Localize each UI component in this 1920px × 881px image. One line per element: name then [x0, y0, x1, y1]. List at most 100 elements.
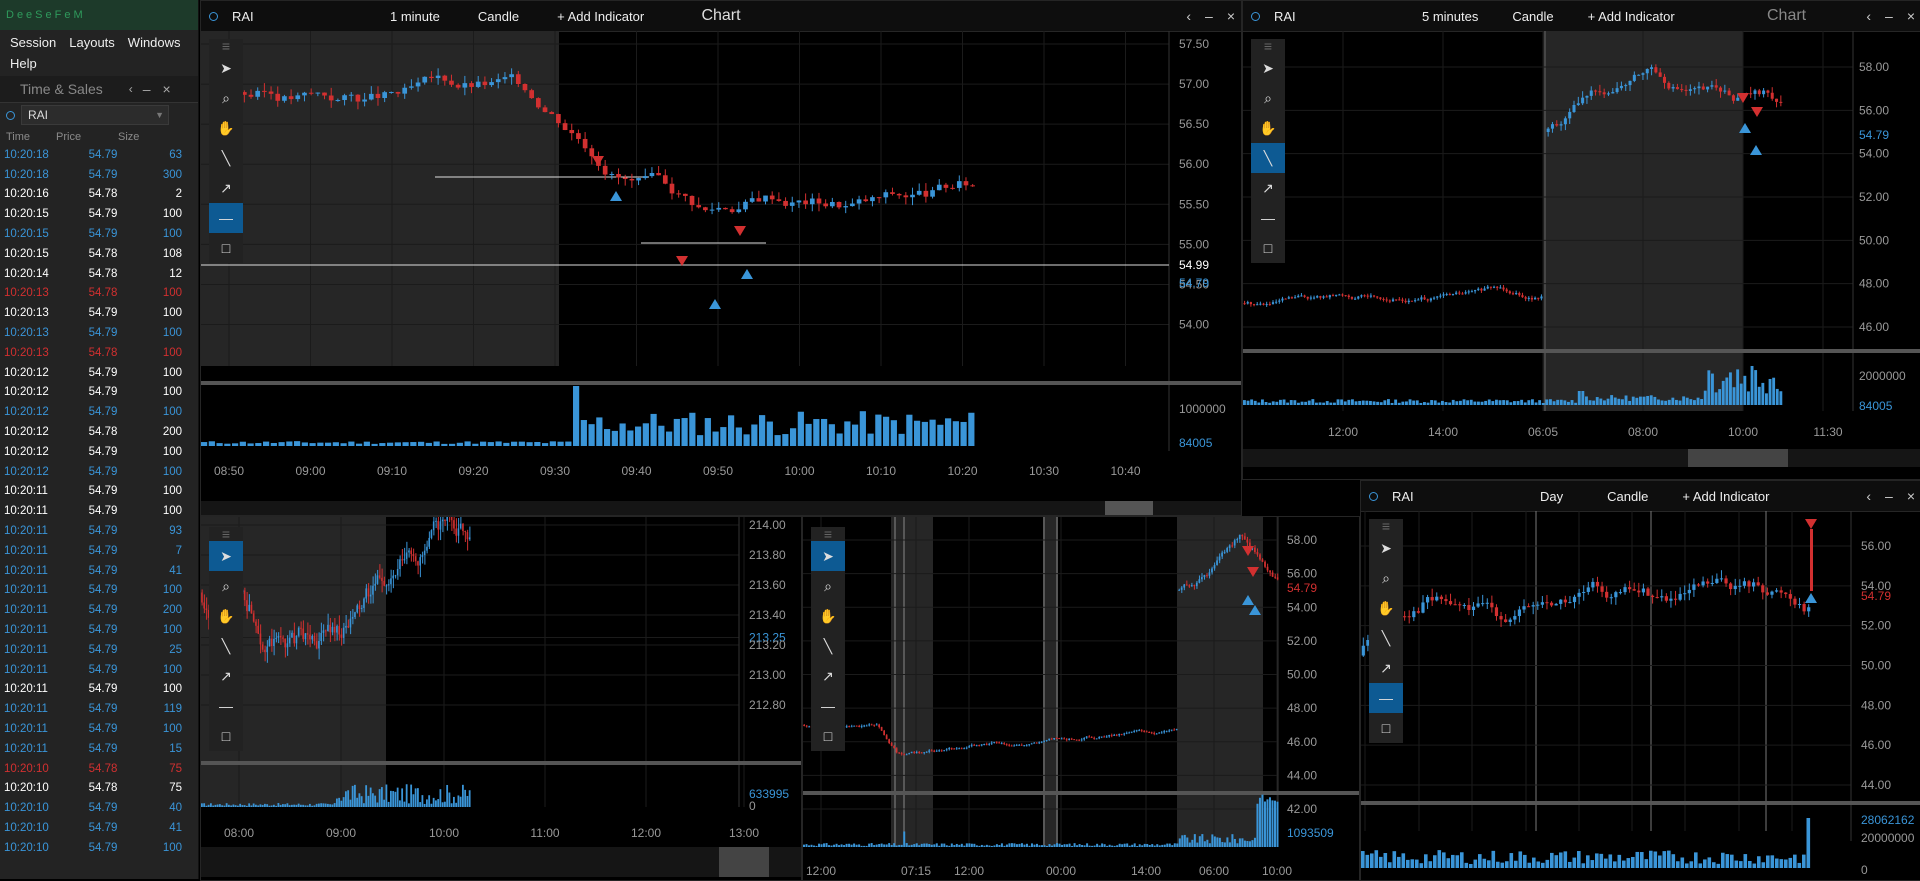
rectangle-icon[interactable]: □ — [823, 728, 833, 744]
back-icon[interactable]: ‹ — [1866, 8, 1872, 24]
line-icon[interactable]: ╲ — [221, 149, 231, 166]
line-icon[interactable]: ╲ — [1381, 629, 1391, 646]
volume-bar — [1081, 845, 1084, 847]
menu-windows[interactable]: Windows — [127, 35, 181, 50]
chart-canvas[interactable]: 56.0054.0052.0050.0048.0046.0044.0054.79… — [1361, 511, 1920, 880]
cursor-icon[interactable]: ➤ — [811, 541, 845, 571]
symbol-selector[interactable]: RAI ▼ — [0, 103, 198, 127]
chart-style-dropdown[interactable]: Candle — [1607, 488, 1649, 504]
interval-dropdown[interactable]: 1 minute — [390, 8, 440, 24]
back-icon[interactable]: ‹ — [1186, 8, 1192, 24]
rectangle-icon[interactable]: □ — [221, 240, 231, 256]
horizontal-line-icon[interactable]: — — [1369, 683, 1403, 713]
tools-menu-icon[interactable]: ≡ — [823, 526, 833, 542]
rectangle-icon[interactable]: □ — [1381, 720, 1391, 736]
hand-icon[interactable]: ✋ — [819, 607, 837, 624]
interval-dropdown[interactable]: Day — [1540, 488, 1564, 504]
volume-bar — [356, 443, 363, 446]
volume-bar — [840, 844, 843, 847]
chart-canvas[interactable]: 58.0056.0054.0052.0050.0048.0046.0044.00… — [803, 517, 1359, 880]
chart-symbol[interactable]: RAI — [1274, 8, 1296, 24]
volume-bar — [1464, 862, 1469, 868]
price-candle — [441, 519, 444, 522]
chart-canvas[interactable]: 58.0056.0054.0052.0050.0048.0046.0054.79… — [1243, 31, 1920, 479]
symbol-input[interactable]: RAI ▼ — [21, 105, 169, 125]
volume-bar — [1806, 818, 1811, 868]
close-icon[interactable]: × — [1906, 488, 1915, 504]
cursor-icon[interactable]: ➤ — [1380, 539, 1392, 556]
zoom-icon[interactable]: ⌕ — [824, 577, 832, 594]
volume-bar — [704, 418, 711, 446]
price-candle — [369, 594, 372, 597]
price-candle — [378, 575, 381, 578]
arrow-icon[interactable]: ↗ — [220, 179, 232, 196]
tools-menu-icon[interactable]: ≡ — [1263, 38, 1273, 54]
volume-bar — [978, 845, 981, 847]
chart-style-dropdown[interactable]: Candle — [1512, 8, 1554, 24]
cursor-icon[interactable]: ➤ — [209, 541, 243, 571]
line-icon[interactable]: ╲ — [1251, 143, 1285, 173]
collapse-icon[interactable]: ‹ — [128, 82, 133, 96]
chart-symbol[interactable]: RAI — [1392, 488, 1414, 504]
minimize-icon[interactable]: – — [1885, 8, 1893, 24]
zoom-icon[interactable]: ⌕ — [222, 89, 230, 106]
hand-icon[interactable]: ✋ — [1259, 119, 1277, 136]
hand-icon[interactable]: ✋ — [217, 607, 235, 624]
close-icon[interactable]: × — [1906, 8, 1915, 24]
volume-bar — [948, 845, 951, 847]
horizontal-line-icon[interactable]: — — [821, 698, 835, 714]
rectangle-icon[interactable]: □ — [221, 728, 231, 744]
interval-dropdown[interactable]: 5 minutes — [1422, 8, 1479, 24]
trade-price: 54.78 — [88, 247, 118, 260]
add-indicator-button[interactable]: + Add Indicator — [557, 8, 645, 24]
line-icon[interactable]: ╲ — [823, 637, 833, 654]
zoom-icon[interactable]: ⌕ — [1382, 569, 1390, 586]
arrow-icon[interactable]: ↗ — [220, 667, 232, 684]
col-time[interactable]: Time — [6, 131, 31, 143]
rectangle-icon[interactable]: □ — [1263, 240, 1273, 256]
menu-help[interactable]: Help — [10, 56, 37, 71]
close-icon[interactable]: × — [1226, 8, 1235, 24]
chart-symbol[interactable]: RAI — [232, 8, 254, 24]
price-candle — [1576, 103, 1580, 105]
add-indicator-button[interactable]: + Add Indicator — [1587, 8, 1675, 24]
volume-bar — [207, 804, 210, 807]
tools-menu-icon[interactable]: ≡ — [221, 38, 231, 54]
zoom-icon[interactable]: ⌕ — [1264, 89, 1272, 106]
chart-canvas[interactable]: 214.00213.80213.60213.40213.25213.20213.… — [201, 517, 801, 880]
add-indicator-button[interactable]: + Add Indicator — [1682, 488, 1770, 504]
arrow-icon[interactable]: ↗ — [1380, 659, 1392, 676]
arrow-icon[interactable]: ↗ — [1262, 179, 1274, 196]
price-candle — [796, 200, 802, 203]
cursor-icon[interactable]: ➤ — [1262, 59, 1274, 76]
volume-bar — [1343, 401, 1347, 405]
cursor-icon[interactable]: ➤ — [220, 59, 232, 76]
hand-icon[interactable]: ✋ — [217, 119, 235, 136]
line-icon[interactable]: ╲ — [221, 637, 231, 654]
price-candle — [920, 752, 923, 754]
horizontal-line-icon[interactable]: — — [219, 698, 233, 714]
col-price[interactable]: Price — [56, 131, 82, 143]
volume-bar — [844, 421, 851, 446]
volume-bar — [1196, 842, 1199, 847]
col-size[interactable]: Size — [118, 131, 140, 143]
volume-bar — [441, 802, 444, 807]
chart-style-dropdown[interactable]: Candle — [477, 8, 520, 24]
trade-size: 41 — [169, 564, 182, 577]
zoom-icon[interactable]: ⌕ — [222, 577, 230, 594]
minimize-icon[interactable]: – — [1205, 8, 1213, 24]
hand-icon[interactable]: ✋ — [1377, 599, 1395, 616]
minimize-icon[interactable]: – — [142, 81, 151, 97]
back-icon[interactable]: ‹ — [1866, 488, 1872, 504]
menu-session[interactable]: Session — [10, 35, 57, 50]
price-candle — [1259, 303, 1262, 305]
arrow-icon[interactable]: ↗ — [822, 667, 834, 684]
chart-canvas[interactable]: 57.5057.0056.5056.0055.5055.0054.5054.00… — [201, 31, 1241, 515]
horizontal-line-icon[interactable]: — — [209, 203, 243, 233]
horizontal-line-icon[interactable]: — — [1261, 210, 1275, 226]
minimize-icon[interactable]: – — [1885, 488, 1893, 504]
tools-menu-icon[interactable]: ≡ — [1381, 518, 1391, 534]
close-icon[interactable]: × — [162, 81, 171, 97]
menu-layouts[interactable]: Layouts — [69, 35, 115, 50]
tools-menu-icon[interactable]: ≡ — [221, 526, 231, 542]
